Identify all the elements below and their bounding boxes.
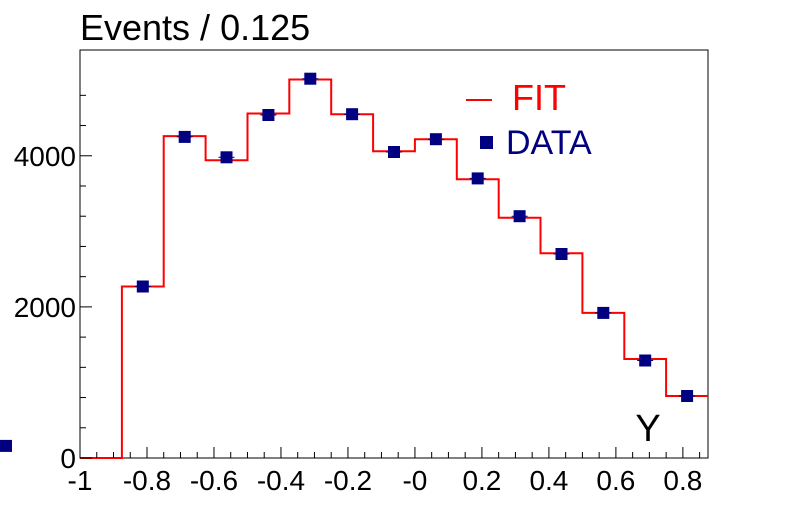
x-axis-label: Y bbox=[635, 408, 660, 450]
x-tick-label: 0.6 bbox=[596, 465, 635, 496]
chart-title: Events / 0.125 bbox=[80, 7, 310, 48]
legend-data-swatch bbox=[480, 136, 493, 149]
x-tick-label: -0.6 bbox=[190, 465, 238, 496]
fit-step-line bbox=[80, 78, 708, 459]
x-tick-label: -0.2 bbox=[324, 465, 372, 496]
y-axis-ticks: 0 2000 4000 bbox=[14, 94, 92, 474]
y-tick-label: 2000 bbox=[14, 292, 76, 323]
x-tick-label: -0.8 bbox=[123, 465, 171, 496]
legend-data-label: DATA bbox=[506, 124, 592, 162]
plot-frame bbox=[79, 49, 709, 459]
x-axis-ticks: -1 -0.8 -0.6 -0.4 -0.2 -0 0.2 0.4 0.6 0.8 bbox=[68, 447, 702, 496]
data-point bbox=[0, 439, 12, 452]
data-points-group bbox=[0, 72, 696, 452]
x-tick-label: -0 bbox=[402, 465, 427, 496]
x-tick-label: -1 bbox=[68, 465, 93, 496]
x-tick-label: -0.4 bbox=[257, 465, 305, 496]
x-tick-label: 0.8 bbox=[663, 465, 702, 496]
y-tick-label: 4000 bbox=[14, 141, 76, 172]
legend: FIT DATA bbox=[466, 77, 592, 162]
legend-fit-label: FIT bbox=[512, 77, 566, 118]
y-tick-label: 0 bbox=[60, 443, 76, 474]
x-tick-label: 0.2 bbox=[462, 465, 501, 496]
fit-curve-group bbox=[80, 78, 708, 459]
x-tick-label: 0.4 bbox=[529, 465, 568, 496]
